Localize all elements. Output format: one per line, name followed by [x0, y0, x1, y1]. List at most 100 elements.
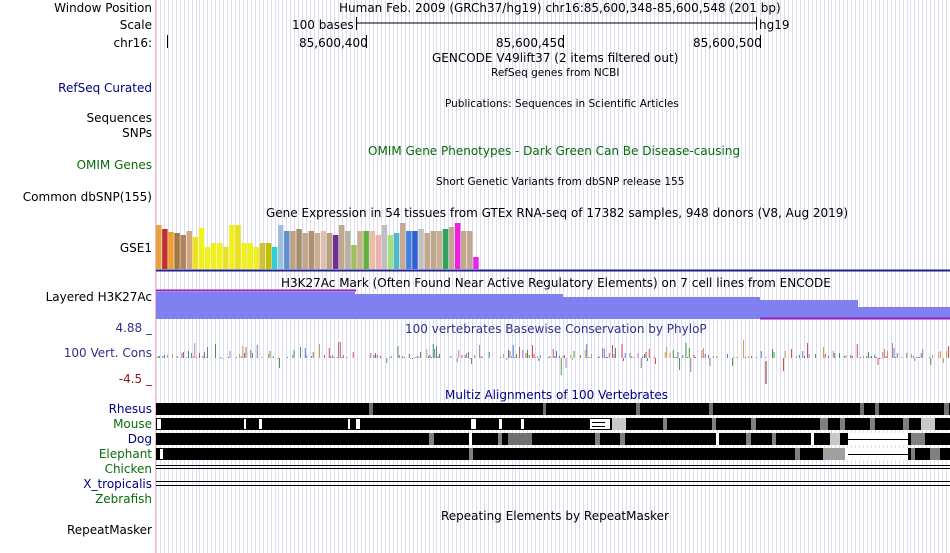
gtex-tissue-bar	[217, 243, 223, 269]
gtex-tissue-bar	[278, 225, 284, 269]
dog-mismatch	[620, 433, 625, 445]
elephant-alignment	[156, 448, 950, 460]
refseq-track-label[interactable]: RefSeq Curated	[58, 81, 152, 95]
dog-mismatch	[429, 433, 434, 445]
left-label-divider[interactable]	[155, 0, 156, 553]
gencode-track-title[interactable]: GENCODE V49lift37 (2 items filtered out)	[432, 51, 679, 65]
mouse-gap	[348, 419, 350, 429]
mouse-gap	[356, 419, 360, 429]
mouse-low-score	[612, 418, 626, 430]
gtex-tissue-bar	[247, 243, 253, 269]
species-label-dog[interactable]: Dog	[127, 432, 152, 446]
repeatmasker-track-label[interactable]: RepeatMasker	[66, 523, 152, 537]
dog-gap	[811, 433, 814, 445]
dbsnp-track-label[interactable]: Common dbSNP(155)	[22, 190, 152, 204]
gtex-tissue-bar	[332, 235, 339, 269]
dog-alignment	[156, 433, 950, 445]
mouse-mismatch	[870, 418, 875, 430]
species-label-mouse[interactable]: Mouse	[113, 417, 152, 431]
gtex-tissue-bar	[387, 235, 394, 269]
refseq-track-title[interactable]: RefSeq genes from NCBI	[491, 67, 620, 79]
gtex-tissue-bar	[363, 231, 369, 269]
rhesus-mismatch	[709, 403, 713, 415]
publications-snps-label[interactable]: SNPs	[122, 126, 152, 140]
dog-mismatch	[595, 433, 600, 445]
mouse-mismatch	[712, 418, 716, 430]
gtex-tissue-bar	[296, 229, 302, 269]
gtex-tissue-bar	[192, 237, 199, 269]
gtex-tissue-bar	[168, 232, 174, 269]
window-position-label: Window Position	[54, 1, 152, 15]
rhesus-mismatch	[875, 403, 879, 415]
gtex-tissue-bar	[381, 225, 388, 269]
phylop-track-label[interactable]: 100 Vert. Cons	[63, 346, 152, 360]
rhesus-mismatch	[543, 403, 546, 415]
mouse-mismatch	[663, 418, 667, 430]
omim-track-label[interactable]: OMIM Genes	[76, 158, 152, 172]
species-label-chicken[interactable]: Chicken	[104, 462, 152, 476]
h3k27ac-track-label[interactable]: Layered H3K27Ac	[45, 290, 152, 304]
multiz-track-title[interactable]: Multiz Alignments of 100 Vertebrates	[445, 388, 669, 402]
species-label-elephant[interactable]: Elephant	[98, 447, 152, 461]
gtex-track-title[interactable]: Gene Expression in 54 tissues from GTEx …	[266, 206, 849, 220]
elephant-mismatch	[469, 448, 473, 460]
publications-track-title[interactable]: Publications: Sequences in Scientific Ar…	[445, 98, 679, 110]
gtex-tissue-bar	[418, 229, 424, 269]
gtex-tissue-bar	[271, 247, 278, 269]
gtex-tissue-bar	[210, 243, 217, 269]
mouse-gap	[244, 419, 246, 429]
gtex-tissue-bar	[442, 229, 449, 269]
omim-track-title[interactable]: OMIM Gene Phenotypes - Dark Green Can Be…	[368, 144, 741, 158]
mouse-gap	[157, 419, 161, 429]
gtex-tissue-bar	[265, 243, 272, 269]
gtex-tissue-bar	[253, 247, 260, 269]
elephant-gap	[160, 449, 163, 459]
gtex-tissue-bar	[412, 231, 418, 269]
rhesus-mismatch	[636, 403, 640, 415]
gtex-tissue-bar	[259, 243, 266, 269]
tick-label-1: 85,600,400	[299, 36, 368, 50]
elephant-mismatch	[911, 448, 915, 460]
dbsnp-track-title[interactable]: Short Genetic Variants from dbSNP releas…	[436, 176, 685, 188]
phylop-max-label: 4.88 _	[115, 321, 152, 335]
gtex-tissue-bar	[314, 233, 321, 269]
dog-gap	[716, 433, 719, 445]
gtex-track-label[interactable]: GSE1	[119, 241, 152, 255]
ruler[interactable]	[0, 0, 950, 60]
species-label-rhesus[interactable]: Rhesus	[108, 402, 152, 416]
gtex-tissue-bar	[156, 225, 162, 269]
species-label-x-tropicalis[interactable]: X_tropicalis	[83, 477, 152, 491]
elephant-mismatch	[795, 448, 800, 460]
dog-gap	[469, 433, 472, 445]
species-label-zebrafish[interactable]: Zebrafish	[95, 492, 152, 506]
gtex-tissue-bar	[320, 231, 327, 269]
h3k27ac-track-title[interactable]: H3K27Ac Mark (Often Found Near Active Re…	[281, 276, 831, 290]
gtex-tissue-bar	[461, 231, 467, 269]
publications-sequences-label[interactable]: Sequences	[86, 111, 152, 125]
scale-value: 100 bases	[292, 18, 354, 32]
phylop-track-title[interactable]: 100 vertebrates Basewise Conservation by…	[405, 322, 707, 336]
gtex-tissue-bar	[326, 233, 333, 269]
gtex-tissue-bar	[424, 233, 430, 269]
tick-label-3: 85,600,500	[693, 36, 762, 50]
gtex-tissue-bar	[174, 233, 180, 269]
gtex-tissue-bar	[186, 231, 192, 269]
gtex-tissue-bar	[162, 229, 168, 269]
mouse-mismatch	[820, 418, 828, 430]
gtex-tissue-bar	[235, 225, 241, 269]
repeatmasker-track-title[interactable]: Repeating Elements by RepeatMasker	[441, 509, 669, 523]
gtex-tissue-bar	[241, 243, 247, 269]
mouse-gap	[259, 419, 262, 429]
mouse-gap	[471, 419, 476, 429]
h3k27ac-signal-area	[156, 292, 950, 319]
gtex-tissue-bar	[229, 225, 235, 269]
scale-genome: hg19	[759, 18, 790, 32]
gtex-tissue-bar	[406, 231, 412, 269]
gtex-tissue-bar	[308, 231, 314, 269]
gtex-tissue-bar	[467, 231, 473, 269]
tick-label-2: 85,600,450	[496, 36, 565, 50]
